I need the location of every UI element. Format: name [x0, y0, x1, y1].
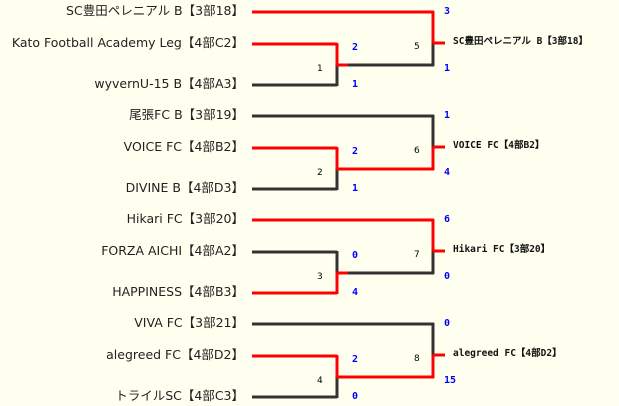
match-number: 4 [317, 376, 323, 386]
winner-label: Hikari FC【3部20】 [453, 244, 551, 255]
score: 2 [352, 354, 359, 365]
team-name: HAPPINESS【4部B3】 [112, 284, 244, 299]
team-name: DIVINE B【4部D3】 [125, 180, 244, 195]
team-name: wyvernU-15 B【4部A3】 [94, 76, 244, 91]
score: 2 [352, 146, 359, 157]
match-number: 6 [414, 146, 420, 156]
score: 1 [444, 110, 451, 121]
team-name: VIVA FC【3部21】 [134, 315, 244, 330]
score: 4 [352, 287, 359, 298]
score: 1 [352, 79, 359, 90]
team-name: 尾張FC B【3部19】 [129, 107, 244, 122]
score: 2 [352, 42, 359, 53]
match-number: 1 [317, 64, 323, 74]
winner-label: VOICE FC【4部B2】 [453, 140, 545, 151]
match-number: 5 [414, 42, 420, 52]
team-name: Hikari FC【3部20】 [126, 211, 244, 226]
winner-label: alegreed FC【4部D2】 [453, 348, 562, 359]
score: 0 [352, 391, 359, 402]
score: 3 [444, 6, 451, 17]
team-name: SC豊田ペレニアル B【3部18】 [66, 3, 244, 18]
team-name: alegreed FC【4部D2】 [106, 347, 244, 362]
match-number: 3 [317, 272, 323, 282]
team-name: トライルSC【4部C3】 [115, 388, 244, 403]
score: 0 [444, 318, 451, 329]
match-number: 8 [414, 354, 420, 364]
match-number: 2 [317, 168, 323, 178]
score: 0 [444, 271, 451, 282]
score: 1 [444, 63, 451, 74]
team-name: VOICE FC【4部B2】 [123, 139, 244, 154]
score: 6 [444, 214, 451, 225]
winner-label: SC豊田ペレニアル B【3部18】 [453, 36, 588, 47]
score: 1 [352, 183, 359, 194]
score: 0 [352, 250, 359, 261]
team-name: Kato Football Academy Leg【4部C2】 [11, 35, 244, 50]
match-number: 7 [414, 250, 420, 260]
team-name: FORZA AICHI【4部A2】 [101, 243, 244, 258]
score: 4 [444, 167, 451, 178]
score: 15 [444, 375, 457, 386]
